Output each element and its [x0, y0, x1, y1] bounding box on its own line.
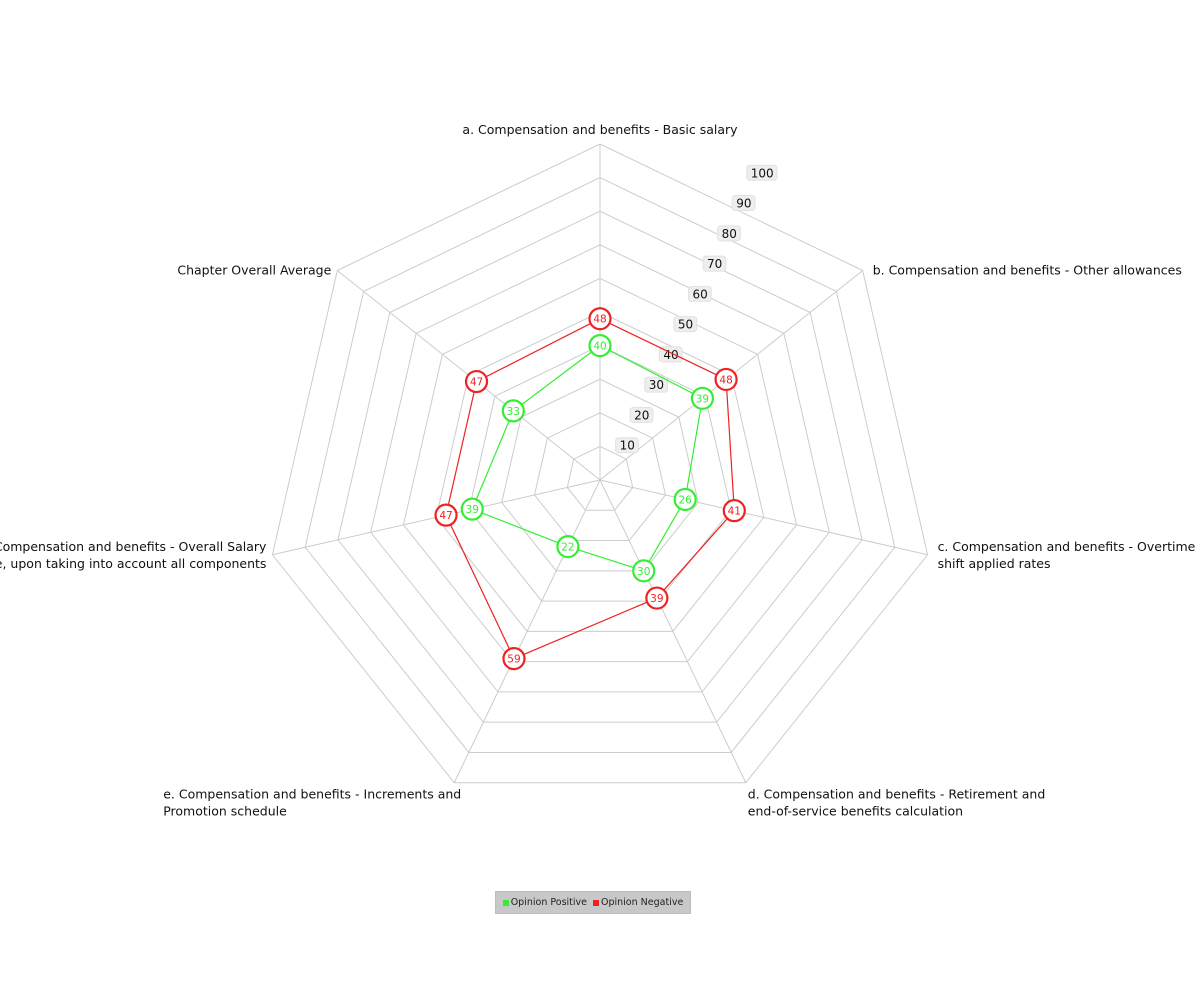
svg-text:20: 20	[634, 408, 649, 422]
data-point: 33	[501, 399, 525, 423]
svg-text:80: 80	[722, 227, 737, 241]
grid-ring	[435, 311, 765, 632]
svg-text:Chapter Overall Average: Chapter Overall Average	[177, 263, 331, 278]
tick-label: 20	[629, 406, 654, 423]
data-point: 47	[464, 369, 489, 394]
grid-ring	[501, 378, 699, 572]
data-point: 39	[645, 586, 669, 610]
tick-label: 100	[746, 164, 778, 181]
legend: Opinion Positive Opinion Negative	[495, 891, 691, 914]
data-point: 41	[722, 499, 746, 523]
legend-swatch-positive	[502, 899, 509, 906]
svg-text:10: 10	[620, 439, 635, 453]
svg-text:b. Compensation and benefits -: b. Compensation and benefits - Other all…	[873, 263, 1182, 278]
axis-label: b. Compensation and benefits - Other all…	[873, 263, 1182, 278]
series-positive: 40 39 26 30 22 39 33	[460, 334, 715, 583]
axis-spoke	[599, 479, 928, 556]
series-line	[445, 318, 735, 660]
svg-text:60: 60	[692, 287, 707, 301]
data-point: 48	[588, 307, 612, 331]
data-point: 48	[714, 367, 738, 392]
grid-ring	[370, 244, 830, 693]
data-point: 26	[673, 487, 697, 512]
legend-item-negative: Opinion Negative	[593, 897, 683, 908]
svg-text:e. Compensation and benefits -: e. Compensation and benefits - Increment…	[163, 787, 461, 802]
data-point: 22	[556, 534, 580, 559]
legend-item-positive: Opinion Positive	[502, 897, 587, 908]
axis-label: f. Compensation and benefits - Overall S…	[0, 539, 267, 571]
svg-text:shift applied rates: shift applied rates	[938, 556, 1051, 571]
data-label: 48	[719, 374, 732, 386]
svg-text:f. Compensation and benefits -: f. Compensation and benefits - Overall S…	[0, 539, 267, 554]
svg-text:100: 100	[751, 166, 774, 180]
data-label: 33	[507, 406, 520, 418]
data-label: 26	[678, 494, 692, 506]
svg-text:c. Compensation and benefits -: c. Compensation and benefits - Overtime …	[938, 539, 1200, 554]
data-point: 30	[632, 559, 656, 583]
svg-text:50: 50	[678, 318, 693, 332]
tick-label: 60	[687, 285, 712, 302]
data-point: 47	[434, 503, 458, 527]
tick-label: 50	[673, 316, 698, 333]
axis-label: c. Compensation and benefits - Overtime …	[938, 539, 1200, 571]
data-label: 47	[470, 377, 483, 389]
tick-label: 10	[615, 437, 639, 454]
data-label: 59	[507, 654, 520, 666]
grid-ring	[304, 177, 896, 753]
data-label: 22	[561, 542, 574, 554]
data-point: 59	[502, 647, 526, 671]
svg-text:70: 70	[707, 257, 722, 271]
axis-label: Chapter Overall Average	[177, 263, 331, 278]
data-label: 30	[637, 566, 650, 578]
data-label: 39	[466, 504, 479, 516]
data-label: 39	[650, 593, 663, 605]
tick-label: 80	[717, 225, 741, 242]
grid-ring	[271, 143, 929, 784]
data-point: 39	[690, 386, 715, 410]
svg-text:30: 30	[649, 378, 664, 392]
svg-text:end-of-service benefits calcul: end-of-service benefits calculation	[748, 804, 963, 819]
legend-swatch-negative	[593, 899, 599, 906]
series-negative: 48 48 41 39 59 47 47	[434, 307, 746, 671]
axis-label: e. Compensation and benefits - Increment…	[163, 787, 461, 819]
grid-layer	[271, 143, 929, 784]
series-layer: 40 39 26 30 22 39 33 48 48 41 39 59 47 47	[434, 307, 746, 671]
data-label: 47	[439, 510, 452, 522]
data-label: 40	[593, 341, 606, 353]
axis-spoke	[599, 479, 747, 783]
legend-label-negative: Opinion Negative	[601, 897, 684, 908]
axis-label: d. Compensation and benefits - Retiremen…	[748, 787, 1045, 819]
svg-text:d. Compensation and benefits -: d. Compensation and benefits - Retiremen…	[748, 787, 1045, 802]
legend-label-positive: Opinion Positive	[510, 897, 587, 908]
grid-ring	[533, 412, 667, 542]
data-label: 48	[593, 314, 606, 326]
tick-label: 70	[702, 255, 727, 272]
axis-spoke	[453, 479, 601, 783]
tick-label: 90	[731, 195, 756, 212]
svg-text:90: 90	[736, 197, 751, 211]
data-label: 39	[696, 393, 709, 405]
axis-label: a. Compensation and benefits - Basic sal…	[462, 122, 738, 137]
grid-ring	[468, 345, 732, 602]
svg-text:package, upon taking into acco: package, upon taking into account all co…	[0, 556, 266, 571]
axis-labels: a. Compensation and benefits - Basic sal…	[0, 122, 1200, 819]
grid-ring	[566, 445, 634, 511]
tick-label: 30	[644, 376, 669, 393]
svg-text:a. Compensation and benefits -: a. Compensation and benefits - Basic sal…	[462, 122, 738, 137]
svg-text:Promotion schedule: Promotion schedule	[163, 804, 287, 819]
grid-ring	[402, 277, 798, 663]
data-label: 41	[728, 506, 741, 518]
series-line	[471, 344, 704, 572]
data-point: 40	[588, 334, 612, 358]
grid-ring	[337, 210, 863, 723]
data-point: 39	[460, 497, 484, 521]
